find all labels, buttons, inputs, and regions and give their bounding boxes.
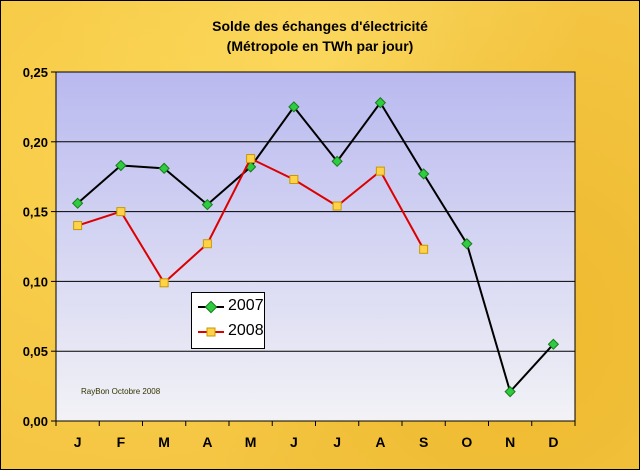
data-point-2007 xyxy=(115,159,127,172)
x-tick-label: M xyxy=(158,434,170,450)
y-tick-label: 0,25 xyxy=(23,65,48,80)
data-point-2007 xyxy=(158,162,170,174)
data-point-2007 xyxy=(504,386,516,398)
data-point-2007 xyxy=(547,338,560,350)
plot-area xyxy=(55,71,576,422)
chart-title-line-2: (Métropole en TWh par jour) xyxy=(226,38,414,54)
data-point-2008 xyxy=(202,239,212,249)
x-tick-label: J xyxy=(333,434,341,450)
data-point-2008 xyxy=(73,221,83,231)
legend-swatch-2007 xyxy=(198,300,224,314)
x-tick-label: A xyxy=(202,434,212,450)
series-line-2007 xyxy=(76,100,555,394)
legend-item-2008: 2008 xyxy=(196,322,264,342)
legend-label-2008: 2008 xyxy=(228,322,264,339)
legend-swatch-2008 xyxy=(198,327,224,337)
x-tick-label: O xyxy=(461,434,472,450)
data-point-2008 xyxy=(246,154,256,164)
data-point-2008 xyxy=(419,244,429,254)
data-point-2007 xyxy=(201,198,214,211)
y-tick-label: 0,10 xyxy=(23,274,48,289)
x-tick-label: J xyxy=(74,434,82,450)
x-tick-label: M xyxy=(245,434,257,450)
data-point-2007 xyxy=(461,238,473,250)
chart-title-line-1: Solde des échanges d'électricité xyxy=(212,18,428,34)
x-tick-label: N xyxy=(505,434,515,450)
x-tick-label: F xyxy=(117,434,126,450)
y-tick-label: 0,20 xyxy=(23,135,48,150)
watermark: RayBon Octobre 2008 xyxy=(81,387,161,396)
legend-item-2007: 2007 xyxy=(196,297,264,317)
data-point-2008 xyxy=(289,174,299,184)
data-point-2008 xyxy=(375,166,385,176)
data-point-2008 xyxy=(116,207,126,217)
x-tick-label: S xyxy=(419,434,428,450)
y-tick-label: 0,05 xyxy=(23,344,48,359)
data-point-2007 xyxy=(374,97,387,109)
y-tick-label: 0,15 xyxy=(23,205,48,220)
data-point-2008 xyxy=(332,201,342,211)
series-group xyxy=(71,97,560,398)
x-tick-label: A xyxy=(375,434,385,450)
data-point-2008 xyxy=(159,278,169,288)
data-point-2007 xyxy=(331,155,343,168)
data-point-2007 xyxy=(71,197,84,209)
grid-lines xyxy=(56,71,575,352)
x-tick-label: D xyxy=(548,434,558,450)
y-tick-label: 0,00 xyxy=(23,414,48,429)
y-axis-ticks: 0,00 0,05 0,10 0,15 0,20 0,25 xyxy=(23,65,56,429)
data-point-2007 xyxy=(417,168,430,180)
data-point-2007 xyxy=(288,101,300,113)
x-tick-label: J xyxy=(290,434,298,450)
legend-label-2007: 2007 xyxy=(228,297,264,314)
legend: 2007 2008 xyxy=(191,292,265,349)
